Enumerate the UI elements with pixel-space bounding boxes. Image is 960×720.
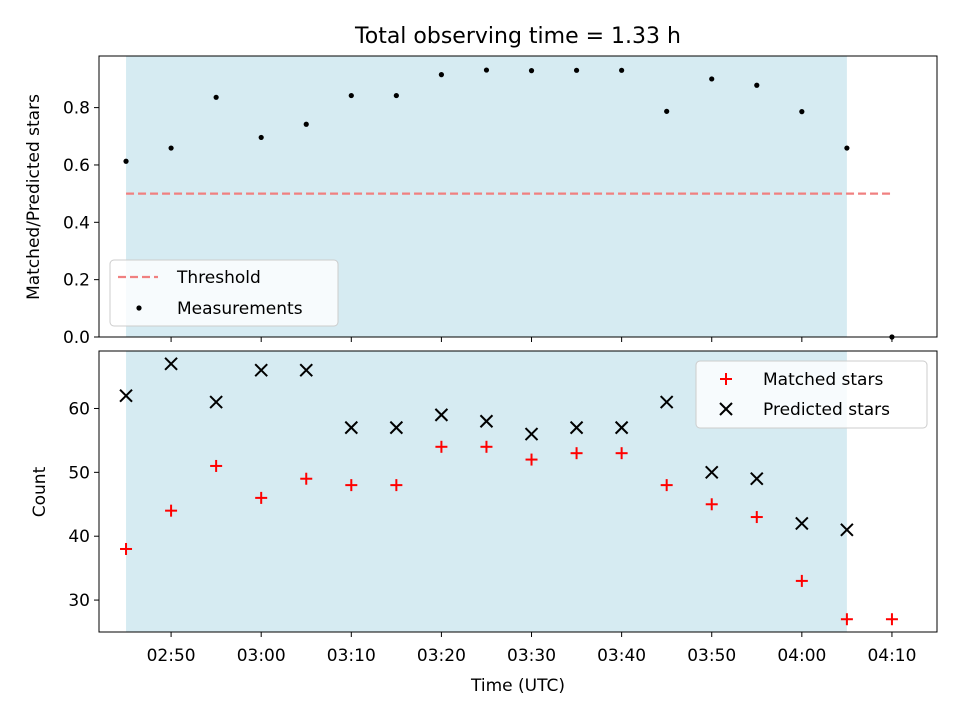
- time-x-tick-label: 03:10: [327, 646, 376, 666]
- measurement-point: [393, 92, 399, 99]
- ratio-x-ticks: [170, 337, 893, 342]
- matched-star-point: [165, 504, 178, 517]
- matched-star-point: [615, 447, 628, 460]
- matched-star-point: [705, 498, 718, 511]
- ratio-marks: [123, 67, 895, 340]
- time-x-tick-label: 03:00: [237, 646, 286, 666]
- ratio-y-label: Matched/Predicted stars: [24, 94, 44, 300]
- measurement-point: [799, 109, 805, 115]
- measurement-point: [754, 82, 760, 88]
- time-x-tick-label: 03:40: [597, 646, 646, 666]
- count-y-axis: 30 40 50 60: [68, 399, 99, 611]
- predicted-star-point: [840, 523, 854, 537]
- measurement-point: [844, 145, 850, 151]
- matched-star-point: [120, 542, 133, 555]
- predicted-star-point: [524, 427, 539, 441]
- time-x-tick-label: 02:50: [147, 646, 196, 666]
- matched-star-point: [435, 440, 448, 453]
- legend-matched-swatch: [720, 373, 732, 385]
- measurement-point: [438, 72, 445, 78]
- matched-star-point: [840, 613, 853, 626]
- matched-star-point: [795, 574, 808, 587]
- legend-matched-label: Matched stars: [763, 370, 883, 390]
- ratio-y-axis: 0.0 0.2 0.4 0.6 0.8: [63, 99, 99, 348]
- measurement-point: [258, 134, 264, 141]
- matched-star-point: [255, 491, 268, 504]
- legend-predicted-marker: [719, 402, 733, 416]
- predicted-star-point: [569, 420, 584, 435]
- predicted-star-point: [254, 363, 268, 377]
- measurement-point: [483, 67, 490, 73]
- count-y-tick-label: 50: [68, 463, 90, 483]
- predicted-star-point: [750, 472, 764, 486]
- matched-star-point: [570, 447, 583, 460]
- measurement-point: [168, 145, 174, 151]
- measurement-point: [573, 67, 580, 73]
- matched-star-point: [885, 613, 898, 626]
- count-legend: Matched stars Predicted stars: [695, 360, 928, 429]
- ratio-panel-frame: [98, 55, 938, 338]
- ratio-legend-box: [109, 259, 339, 327]
- ratio-panel: 0.0 0.2 0.4 0.6 0.8 Total observing time = 1…: [24, 24, 938, 348]
- legend-predicted-label: Predicted stars: [763, 400, 890, 420]
- measurement-point: [348, 92, 354, 99]
- legend-threshold-label: Threshold: [176, 268, 261, 288]
- count-y-tick-label: 40: [68, 527, 90, 547]
- measurement-point: [528, 68, 535, 74]
- predicted-star-point: [614, 420, 629, 435]
- time-x-tick-label: 03:20: [417, 646, 466, 666]
- measurement-point: [664, 108, 670, 114]
- legend-measurements-swatch: [136, 305, 142, 311]
- measurement-point: [213, 94, 219, 100]
- ratio-y-tick-label: 0.8: [63, 99, 90, 119]
- legend-matched-marker: [720, 373, 732, 385]
- time-x-tick-label: 03:30: [507, 646, 556, 666]
- matched-star-point: [480, 440, 493, 453]
- count-y-tick-label: 30: [68, 591, 90, 611]
- ratio-y-tick-label: 0.0: [63, 328, 90, 348]
- measurement-point: [619, 67, 625, 73]
- predicted-star-point: [434, 408, 449, 422]
- legend-measurements-label: Measurements: [177, 299, 303, 319]
- matched-star-point: [390, 479, 403, 492]
- time-x-axis: 02:50 03:00 03:10 03:20 03:30 03:40 03:50 04:00…: [147, 632, 916, 666]
- predicted-star-point: [299, 363, 313, 377]
- matched-star-point: [345, 479, 358, 492]
- ratio-y-tick-label: 0.2: [63, 271, 90, 291]
- count-y-tick-label: 60: [68, 399, 90, 419]
- predicted-star-point: [344, 420, 359, 435]
- time-x-tick-label: 04:10: [867, 646, 916, 666]
- measurement-point: [123, 158, 129, 164]
- measurement-point: [709, 76, 715, 82]
- predicted-star-point: [119, 388, 133, 403]
- predicted-star-point: [164, 357, 178, 371]
- time-x-tick-label: 04:00: [777, 646, 826, 666]
- matched-star-point: [525, 453, 538, 466]
- matched-star-point: [210, 459, 223, 472]
- legend-predicted-swatch: [719, 402, 733, 416]
- measurement-point: [303, 121, 309, 127]
- matched-star-point: [660, 479, 673, 492]
- count-marks: [119, 357, 898, 626]
- predicted-star-point: [795, 516, 809, 531]
- ratio-y-tick-label: 0.6: [63, 156, 90, 176]
- matched-star-point: [300, 472, 313, 485]
- predicted-star-point: [389, 420, 404, 435]
- ratio-y-tick-label: 0.4: [63, 213, 90, 233]
- matched-star-point: [750, 511, 763, 524]
- count-y-label: Count: [30, 466, 50, 517]
- predicted-star-point: [705, 465, 719, 480]
- count-panel-frame: [98, 350, 938, 633]
- predicted-star-point: [659, 395, 674, 409]
- count-legend-box: [695, 360, 928, 429]
- chart-title: Total observing time = 1.33 h: [354, 24, 681, 49]
- predicted-star-point: [479, 414, 494, 428]
- ratio-legend: Threshold Measurements: [109, 259, 339, 327]
- time-x-label: Time (UTC): [470, 676, 565, 696]
- time-x-tick-label: 03:50: [687, 646, 736, 666]
- predicted-star-point: [209, 395, 223, 409]
